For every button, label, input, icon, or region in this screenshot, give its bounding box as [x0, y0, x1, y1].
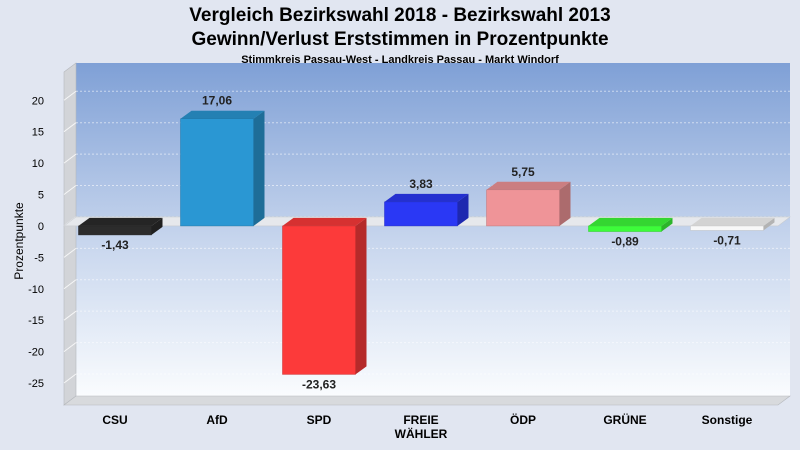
bar-top [690, 217, 775, 226]
bar-top [282, 217, 367, 226]
x-tick-label: AfD [206, 413, 228, 427]
x-tick-label: FREIE [403, 413, 438, 427]
grid-line-side [63, 153, 77, 164]
grid-line-side [63, 373, 77, 384]
chart-subtitle: Gewinn/Verlust Erststimmen in Prozentpun… [191, 29, 609, 50]
chart-title: Vergleich Bezirkswahl 2018 - Bezirkswahl… [189, 5, 611, 26]
bar-1 [180, 110, 265, 227]
grid-line-side [63, 122, 77, 133]
bar-0 [78, 217, 163, 236]
y-tick-label: 10 [32, 158, 44, 170]
bar-6 [690, 217, 775, 231]
bar-3 [384, 193, 469, 227]
bar-2 [282, 217, 367, 375]
x-tick-label: ÖDP [510, 412, 536, 427]
bar-top [78, 217, 163, 226]
bar-side [457, 193, 469, 226]
bar-front [78, 225, 152, 236]
bar-top [486, 181, 571, 190]
y-tick-label: 5 [38, 190, 44, 202]
data-label: -23,63 [302, 377, 336, 391]
data-label: -0,71 [713, 233, 741, 247]
bar-side [763, 217, 775, 231]
x-tick-label: SPD [307, 413, 332, 427]
bar-front [690, 225, 764, 231]
bar-front [384, 201, 458, 227]
grid-line-side [63, 342, 77, 352]
plot-floor [63, 395, 791, 406]
data-label: -0,89 [611, 235, 639, 249]
grid-line-side [63, 185, 77, 195]
bar-front [180, 118, 254, 227]
bar-side [253, 110, 265, 226]
grid-line-side [63, 247, 77, 258]
bar-top [384, 193, 469, 202]
y-tick-label: -15 [28, 315, 44, 327]
bar-front [486, 189, 560, 227]
y-tick-label: 0 [38, 221, 44, 233]
data-label: -1,43 [101, 238, 129, 252]
x-tick-label: WÄHLER [395, 426, 448, 441]
data-label: 3,83 [409, 177, 433, 191]
y-tick-label: -5 [34, 252, 44, 264]
y-tick-label: -20 [28, 347, 44, 359]
bar-5 [588, 217, 673, 232]
plot-side-wall [63, 62, 77, 406]
x-tick-label: GRÜNE [603, 412, 646, 427]
bar-side [661, 217, 673, 232]
bar-4 [486, 181, 571, 227]
bar-top [588, 217, 673, 226]
y-tick-label: 15 [32, 127, 44, 139]
bar-front [282, 225, 356, 375]
y-tick-label: -25 [28, 378, 44, 390]
x-tick-label: CSU [102, 413, 127, 427]
bar-side [151, 217, 163, 235]
y-axis-title: Prozentpunkte [12, 202, 26, 280]
bar-front [588, 225, 662, 232]
bar-side [355, 217, 367, 375]
grid-line-side [63, 310, 77, 321]
bar-top [180, 110, 265, 119]
x-tick-label: Sonstige [702, 413, 753, 427]
data-label: 17,06 [202, 94, 232, 108]
grid-line-side [63, 90, 77, 101]
y-tick-label: -10 [28, 284, 44, 296]
data-label: 5,75 [511, 165, 535, 179]
plot-background [76, 63, 790, 396]
bar-side [559, 181, 571, 226]
grid-line-side [63, 279, 77, 290]
y-tick-label: 20 [32, 95, 44, 107]
